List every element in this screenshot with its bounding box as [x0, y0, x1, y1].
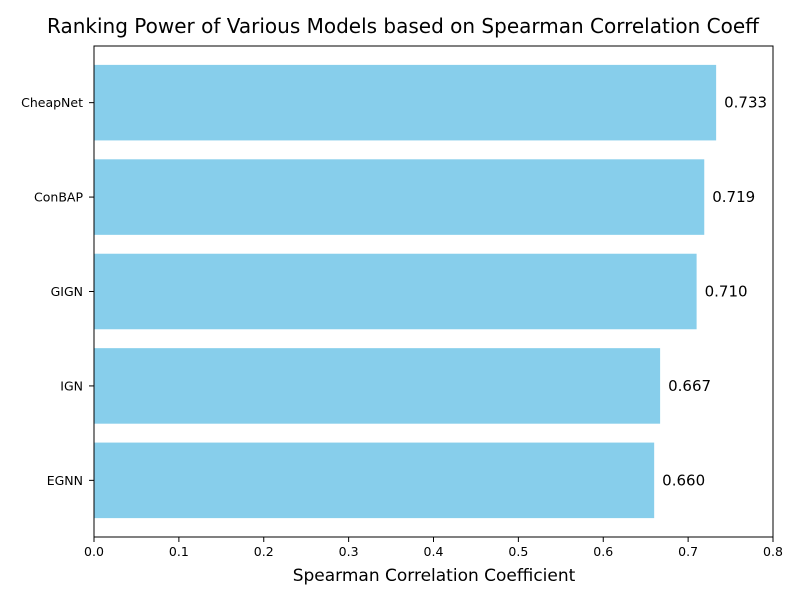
bar-ign — [94, 348, 661, 424]
y-tick-label: GIGN — [51, 284, 83, 299]
value-label: 0.710 — [705, 283, 748, 301]
x-tick-label: 0.7 — [678, 544, 698, 559]
x-tick-label: 0.0 — [84, 544, 104, 559]
x-tick-label: 0.8 — [763, 544, 783, 559]
x-tick-label: 0.5 — [508, 544, 528, 559]
plot-frame — [93, 45, 774, 538]
chart-title: Ranking Power of Various Models based on… — [47, 14, 760, 38]
y-tick-label: IGN — [60, 378, 83, 393]
x-axis-label: Spearman Correlation Coefficient — [293, 566, 576, 586]
value-label: 0.719 — [712, 188, 755, 206]
bar-cheapnet — [94, 64, 717, 141]
x-tick-label: 0.4 — [424, 544, 444, 559]
value-label: 0.733 — [724, 94, 767, 112]
x-tick-label: 0.2 — [254, 544, 274, 559]
x-tick-label: 0.1 — [169, 544, 189, 559]
plot-area: 0.733 CheapNet 0.719 ConBAP 0.710 GIGN 0.667 IG… — [21, 45, 783, 559]
bar-egnn — [94, 442, 655, 519]
y-tick-label: ConBAP — [34, 190, 83, 205]
bar-gign — [94, 253, 697, 330]
y-tick-label: EGNN — [47, 473, 83, 488]
value-label: 0.660 — [662, 471, 705, 489]
y-tick-label: CheapNet — [21, 95, 83, 110]
x-tick-label: 0.3 — [339, 544, 359, 559]
bar-conbap — [94, 159, 705, 235]
value-label: 0.667 — [668, 377, 711, 395]
x-tick-label: 0.6 — [593, 544, 613, 559]
